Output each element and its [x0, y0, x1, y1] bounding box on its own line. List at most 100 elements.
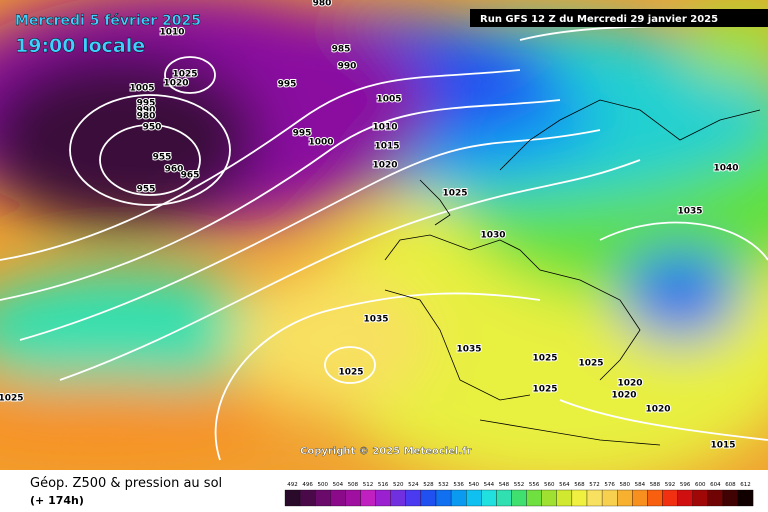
scale-label: 608	[725, 482, 736, 488]
scale-swatch	[722, 489, 739, 507]
isobar-label: 1000	[308, 138, 333, 148]
scale-label: 548	[499, 482, 510, 488]
isobar-label: 955	[137, 185, 156, 195]
scale-label: 560	[544, 482, 555, 488]
scale-swatch	[315, 489, 331, 507]
scale-label: 552	[514, 482, 525, 488]
scale-swatch	[632, 489, 648, 507]
scale-label: 596	[680, 482, 691, 488]
scale-swatch	[405, 489, 422, 507]
scale-swatch	[617, 489, 633, 507]
scale-swatch	[299, 489, 316, 507]
scale-label: 604	[710, 482, 721, 488]
isobar-label: 1025	[578, 359, 603, 369]
scale-swatch	[466, 489, 482, 507]
scale-swatch	[390, 489, 406, 507]
scale-label: 504	[333, 482, 344, 488]
scale-label: 612	[740, 482, 751, 488]
isobar-label: 1025	[338, 368, 363, 378]
scale-swatch	[662, 489, 678, 507]
scale-swatch	[496, 489, 512, 507]
map-field	[0, 0, 768, 470]
scale-swatch	[692, 489, 708, 507]
isobar-label: 965	[181, 171, 200, 181]
copyright: Copyright © 2025 Meteociel.fr	[300, 446, 471, 457]
scale-label: 584	[635, 482, 646, 488]
scale-label: 576	[604, 482, 615, 488]
isobar-label: 1030	[480, 231, 505, 241]
scale-label: 564	[559, 482, 570, 488]
scale-label: 592	[665, 482, 676, 488]
scale-label: 508	[348, 482, 359, 488]
scale-swatch	[511, 489, 527, 507]
scale-swatch	[571, 489, 588, 507]
isobar-label: 1020	[611, 391, 636, 401]
scale-swatch	[556, 489, 573, 507]
scale-label: 544	[484, 482, 495, 488]
scale-label: 568	[574, 482, 585, 488]
isobar-label: 980	[313, 0, 332, 9]
scale-swatch	[526, 489, 542, 507]
isobar-label: 1025	[532, 385, 557, 395]
isobar-label: 1020	[645, 405, 670, 415]
run-info: Run GFS 12 Z du Mercredi 29 janvier 2025	[480, 14, 718, 25]
isobar-label: 960	[165, 165, 184, 175]
coastlines	[384, 99, 761, 446]
scale-label: 516	[378, 482, 389, 488]
scale-swatch	[541, 489, 557, 507]
isobars	[0, 19, 768, 461]
isobar-label: 1025	[0, 394, 24, 404]
isobar-label: 1015	[374, 142, 399, 152]
isobar-label: 990	[137, 106, 156, 116]
isobar-label: 1010	[372, 123, 397, 133]
scale-swatch	[481, 489, 497, 507]
scale-label: 572	[589, 482, 600, 488]
scale-swatch	[284, 489, 301, 507]
isobar-label: 1035	[363, 315, 388, 325]
lead-time: (+ 174h)	[30, 494, 84, 507]
scale-label: 580	[620, 482, 631, 488]
scale-label: 532	[438, 482, 449, 488]
scale-label: 540	[469, 482, 480, 488]
forecast-date: Mercredi 5 février 2025	[15, 13, 201, 29]
isobar-label: 1025	[172, 70, 197, 80]
scale-label: 528	[423, 482, 434, 488]
scale-swatch	[450, 489, 467, 507]
scale-label: 524	[408, 482, 419, 488]
scale-label: 512	[363, 482, 374, 488]
forecast-time: 19:00 locale	[15, 35, 145, 57]
scale-swatch	[601, 489, 618, 507]
scale-label: 496	[302, 482, 313, 488]
isobar-label: 1025	[442, 189, 467, 199]
scale-label: 588	[650, 482, 661, 488]
run-banner	[470, 9, 768, 27]
isobar-label: 980	[137, 112, 156, 122]
scale-swatch	[330, 489, 346, 507]
scale-swatch	[420, 489, 437, 507]
scale-swatch	[375, 489, 391, 507]
scale-swatch	[345, 489, 361, 507]
scale-swatch	[677, 489, 693, 507]
isobar-label: 990	[338, 62, 357, 72]
isobar-label: 1020	[617, 379, 642, 389]
scale-swatch	[707, 489, 724, 507]
scale-label: 556	[529, 482, 540, 488]
isobar-label: 995	[278, 80, 297, 90]
isobar-label: 1035	[456, 345, 481, 355]
isobar-label: 1040	[713, 164, 738, 174]
isobar-label: 1035	[677, 207, 702, 217]
isobar-label: 995	[293, 129, 312, 139]
scale-swatch	[737, 489, 754, 507]
scale-swatch	[647, 489, 663, 507]
isobar-label: 1015	[710, 441, 735, 451]
isobar-label: 985	[332, 45, 351, 55]
isobar-label: 1010	[159, 28, 184, 38]
scale-label: 536	[453, 482, 464, 488]
isobar-label: 1005	[129, 84, 154, 94]
chart-title: Géop. Z500 & pression au sol	[30, 476, 222, 491]
isobar-label: 1020	[372, 161, 397, 171]
isobar-label: 950	[143, 123, 162, 133]
isobar-label: 1005	[376, 95, 401, 105]
